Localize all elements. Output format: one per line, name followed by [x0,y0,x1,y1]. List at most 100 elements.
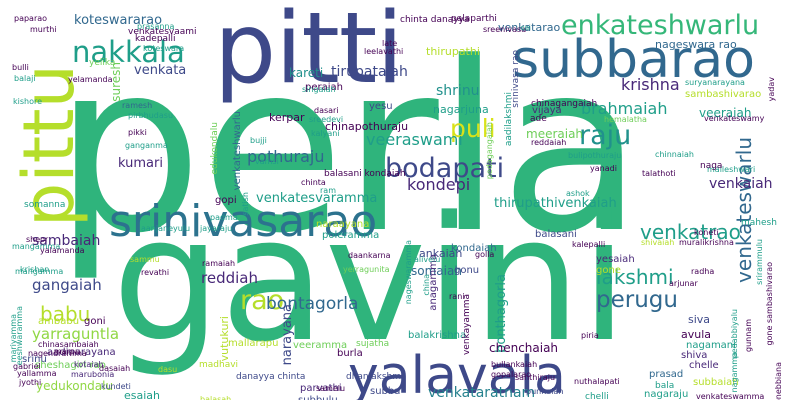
word: sambashivarao [685,89,762,100]
word: chinagangaiah [531,99,598,109]
word: meeraiah [526,127,584,141]
word: kalepalli [572,240,606,249]
word: ade [530,114,547,124]
word: nageswara rao [655,38,737,51]
word: mangamma [15,267,64,276]
word: shrinu [436,83,480,99]
word: veeraiah [699,106,752,120]
word: yadav [767,77,776,102]
word: brahmaiah [581,99,668,118]
word: narayana [280,304,295,366]
word: chenchaiah [489,341,559,355]
word: late [382,39,398,48]
word: chinta danayya [400,15,470,25]
word: yedukondalu [36,379,114,393]
word: prasanna [137,22,175,31]
word: mangamma [12,242,61,251]
word: kadepalli [135,34,176,44]
word: venkaiah [709,176,773,192]
word: venkateswamma [696,392,765,401]
word: babu [40,302,91,326]
word: nuthalapati [574,377,620,386]
word: kondepi [407,175,471,194]
word: poleramma [322,230,380,241]
word: kishore [13,97,43,106]
word: koneti [694,228,719,237]
word: naga [700,161,723,171]
word: gangaiah [32,276,102,294]
word: paparao [14,14,48,23]
word: nagamani [686,340,736,351]
word: bullankaiah [491,360,538,369]
word: yarraguntla [32,325,120,343]
word: kumari [118,156,163,171]
word: hemalatha [604,115,647,124]
word: mallarapu [228,338,279,349]
word: gopalarao [491,370,532,379]
word: burla [337,348,363,359]
word: chinta [301,178,326,187]
word: kerpar [269,111,305,124]
word: krishna [621,75,680,94]
word: dasu [158,365,178,374]
word: ramesh [122,101,153,110]
word: venkayamma [462,294,472,356]
word: chinapothuraju [325,120,409,133]
word: venkatesvaramma [256,191,378,206]
word: venkateswamy [704,114,765,123]
word: srinivasa rao [511,50,521,108]
word: aadinarayana [47,347,116,358]
word: marubonia [71,370,115,379]
word: subbaiah [693,377,739,388]
word: prasad [649,369,684,380]
word: jayaraju [200,224,233,233]
word: sheor [26,235,49,244]
word: thirupathivenkaiah [494,196,617,211]
word: ambabu [38,316,80,327]
word: bala [655,381,675,391]
word: chelli [585,392,609,401]
word: pirbhudasu [128,111,174,120]
cloud-canvas: perla gavini pitti subbarao pittu sriniv… [4,4,785,400]
word: srinivasarao [109,196,378,247]
word: sammu [130,255,160,264]
word: perugu [596,287,678,313]
word: sreedevi [309,115,344,124]
word: thirupathi [426,45,480,58]
word: muralikrishna [679,238,734,247]
word: soi [521,24,531,32]
word: pedagangaiah [485,122,494,180]
word: yanadi [590,164,617,173]
word: ramaiah [202,259,236,268]
word: subbulu [298,396,338,401]
word: koteswararao [74,13,163,28]
word: gonebbiana [774,362,783,400]
word: gunnam [744,319,753,352]
word: pikki [128,128,147,137]
word: koteswara [143,44,185,53]
word: puli [450,114,496,143]
word: yesaiah [596,254,635,265]
word: yelamanda [68,75,113,84]
word: yallamma [17,369,57,378]
word: bulli [12,63,29,72]
word: gabriel [13,362,41,371]
word: balakrishna [408,330,467,341]
word: sambaiah [32,233,101,249]
word: gone [596,265,621,276]
word: arjunar [669,279,698,288]
word: somanna [24,200,66,210]
word: ashok [566,189,590,198]
word: bontagorla [266,294,359,314]
word: tirupataiah [331,64,408,80]
word: radha [691,267,715,276]
word: dasari [314,106,339,115]
word: shiva [681,350,708,361]
word: sreenivasa [483,25,527,34]
word: avula [681,328,712,341]
word: balasani [535,229,577,240]
word: venkatrao [640,220,741,244]
word: talathoti [642,169,676,178]
word: ganganma [125,141,168,150]
